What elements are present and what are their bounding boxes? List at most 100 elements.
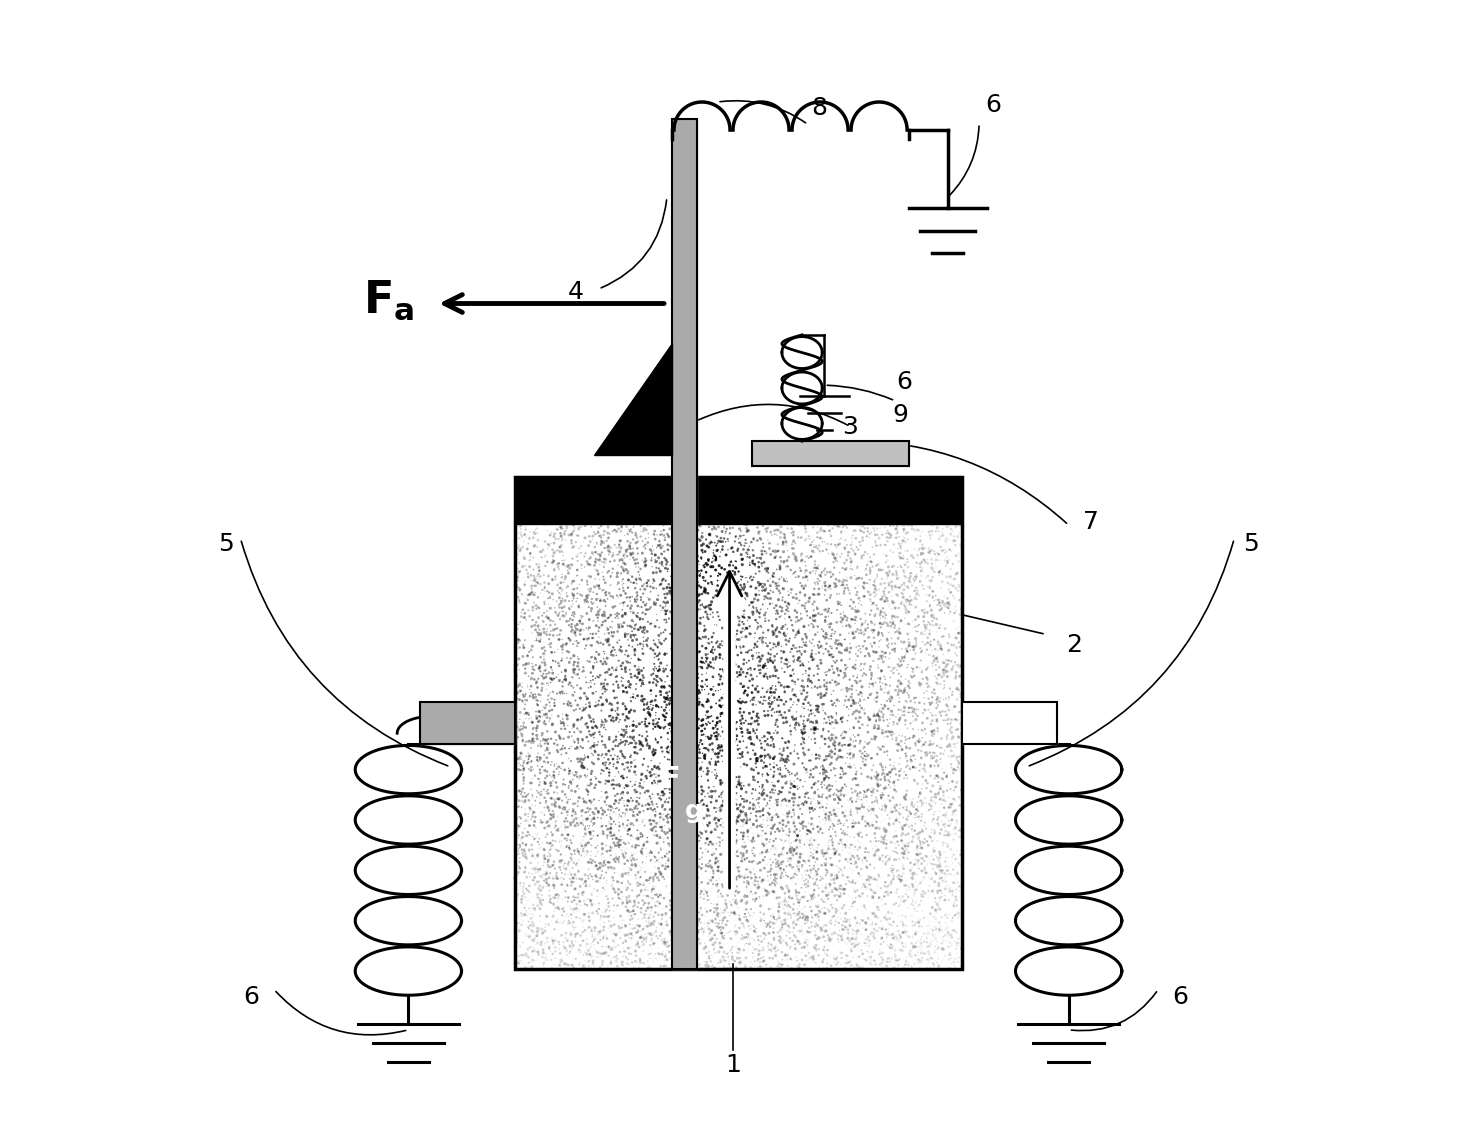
Point [749, 693, 772, 712]
Point [764, 794, 787, 812]
Point [905, 700, 929, 718]
Point [771, 872, 795, 891]
Point [752, 939, 775, 957]
Point [524, 596, 548, 614]
Point [682, 875, 706, 893]
Point [669, 846, 693, 864]
Point [648, 476, 672, 494]
Point [858, 685, 882, 704]
Point [515, 786, 539, 804]
Point [894, 715, 917, 733]
Point [548, 956, 572, 974]
Point [526, 748, 549, 766]
Point [710, 862, 734, 880]
Point [922, 606, 945, 624]
Point [710, 927, 734, 945]
Point [663, 880, 687, 898]
Point [826, 886, 849, 904]
Point [654, 689, 678, 707]
Point [572, 884, 595, 902]
Point [871, 828, 895, 846]
Point [914, 833, 938, 851]
Point [716, 854, 740, 872]
Point [792, 513, 815, 531]
Point [793, 577, 817, 595]
Point [877, 508, 901, 526]
Point [764, 863, 787, 881]
Point [758, 689, 781, 707]
Point [722, 953, 746, 971]
Point [591, 606, 614, 624]
Point [614, 877, 638, 895]
Point [725, 607, 749, 625]
Point [945, 563, 969, 581]
Point [508, 937, 532, 955]
Point [908, 784, 932, 802]
Point [727, 954, 750, 972]
Point [629, 508, 653, 526]
Point [821, 734, 845, 752]
Point [582, 810, 606, 828]
Point [817, 630, 840, 648]
Point [715, 870, 738, 888]
Point [594, 872, 617, 891]
Point [737, 876, 761, 894]
Point [833, 641, 857, 659]
Point [551, 636, 575, 654]
Point [750, 910, 774, 928]
Point [817, 545, 840, 563]
Point [736, 821, 759, 840]
Point [504, 851, 527, 869]
Point [650, 807, 674, 825]
Point [665, 795, 688, 813]
Point [716, 605, 740, 623]
Point [607, 801, 631, 819]
Point [789, 834, 812, 852]
Point [606, 676, 629, 695]
Point [549, 517, 573, 535]
Point [724, 855, 747, 874]
Point [546, 812, 570, 830]
Point [690, 759, 713, 777]
Point [684, 927, 707, 945]
Point [783, 505, 806, 523]
Point [725, 883, 749, 901]
Point [530, 501, 554, 519]
Point [727, 801, 750, 819]
Point [820, 501, 843, 519]
Point [675, 606, 699, 624]
Point [616, 902, 640, 920]
Point [793, 911, 817, 929]
Point [724, 819, 747, 837]
Point [518, 927, 542, 945]
Point [845, 769, 868, 787]
Point [775, 810, 799, 828]
Point [914, 918, 938, 936]
Point [939, 796, 963, 815]
Point [504, 715, 527, 733]
Point [861, 623, 885, 641]
Point [907, 852, 931, 870]
Point [840, 836, 864, 854]
Point [716, 843, 740, 861]
Point [676, 579, 700, 597]
Point [616, 616, 640, 634]
Point [561, 516, 585, 534]
Point [598, 840, 622, 858]
Point [561, 853, 585, 871]
Point [786, 827, 809, 845]
Point [796, 871, 820, 889]
Point [919, 919, 942, 937]
Point [712, 585, 736, 603]
Point [889, 931, 913, 949]
Point [790, 879, 814, 897]
Point [823, 759, 846, 777]
Point [885, 838, 908, 857]
Point [579, 892, 603, 910]
Point [637, 702, 660, 721]
Point [752, 667, 775, 685]
Point [809, 919, 833, 937]
Point [740, 760, 764, 778]
Point [821, 936, 845, 954]
Point [604, 960, 628, 978]
